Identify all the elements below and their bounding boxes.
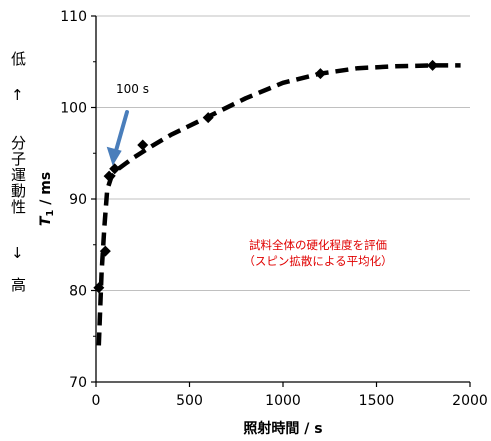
high-label: 高 [11, 276, 27, 294]
x-tick-label: 1500 [359, 393, 395, 409]
data-point [103, 170, 115, 182]
x-tick-label: 1000 [265, 393, 301, 409]
y-axis-label-sub: 1 [45, 210, 56, 217]
up-arrow-label: ↑ [11, 86, 24, 104]
y-tick-label: 90 [69, 192, 87, 208]
x-tick-label: 2000 [452, 393, 488, 409]
y-tick-label: 70 [69, 375, 87, 391]
data-point [99, 245, 111, 257]
y-tick-label: 110 [60, 9, 87, 25]
low-label: 低 [11, 50, 27, 68]
x-tick-label: 0 [92, 393, 101, 409]
data-point [427, 59, 439, 71]
data-point [109, 163, 121, 175]
annotation-time-label: 100 s [116, 82, 149, 96]
data-point [93, 282, 105, 294]
down-arrow-label: ↓ [11, 244, 24, 262]
arrow-head [106, 146, 122, 166]
hardening-note: 試料全体の硬化程度を評価 （スピン拡散による平均化） [243, 237, 393, 269]
hardening-note-line1: 試料全体の硬化程度を評価 [249, 238, 387, 252]
arrow-shaft [113, 110, 129, 154]
y-tick-label: 80 [69, 284, 87, 300]
molecular-mobility-label: 分子運動性 [9, 135, 27, 215]
y-axis-label-main: T [38, 215, 54, 226]
y-axis-label-rest: / ms [38, 172, 54, 210]
x-axis-label: 照射時間 / s [243, 420, 322, 437]
hardening-note-line2: （スピン拡散による平均化） [243, 254, 393, 268]
data-point [202, 112, 214, 124]
tick-labels: 70 80 90 100 110 0 500 1000 1500 2000 [60, 9, 488, 409]
y-axis-label: T1 / ms [38, 172, 56, 226]
data-point [314, 68, 326, 80]
gridlines [96, 15, 470, 291]
data-points [93, 59, 439, 294]
y-tick-label: 100 [60, 101, 87, 117]
fit-curve-line [96, 63, 461, 346]
axes [91, 15, 471, 387]
x-tick-label: 500 [176, 393, 203, 409]
fit-curve [96, 63, 461, 346]
data-point [137, 139, 149, 151]
annotation-arrow [106, 110, 129, 166]
